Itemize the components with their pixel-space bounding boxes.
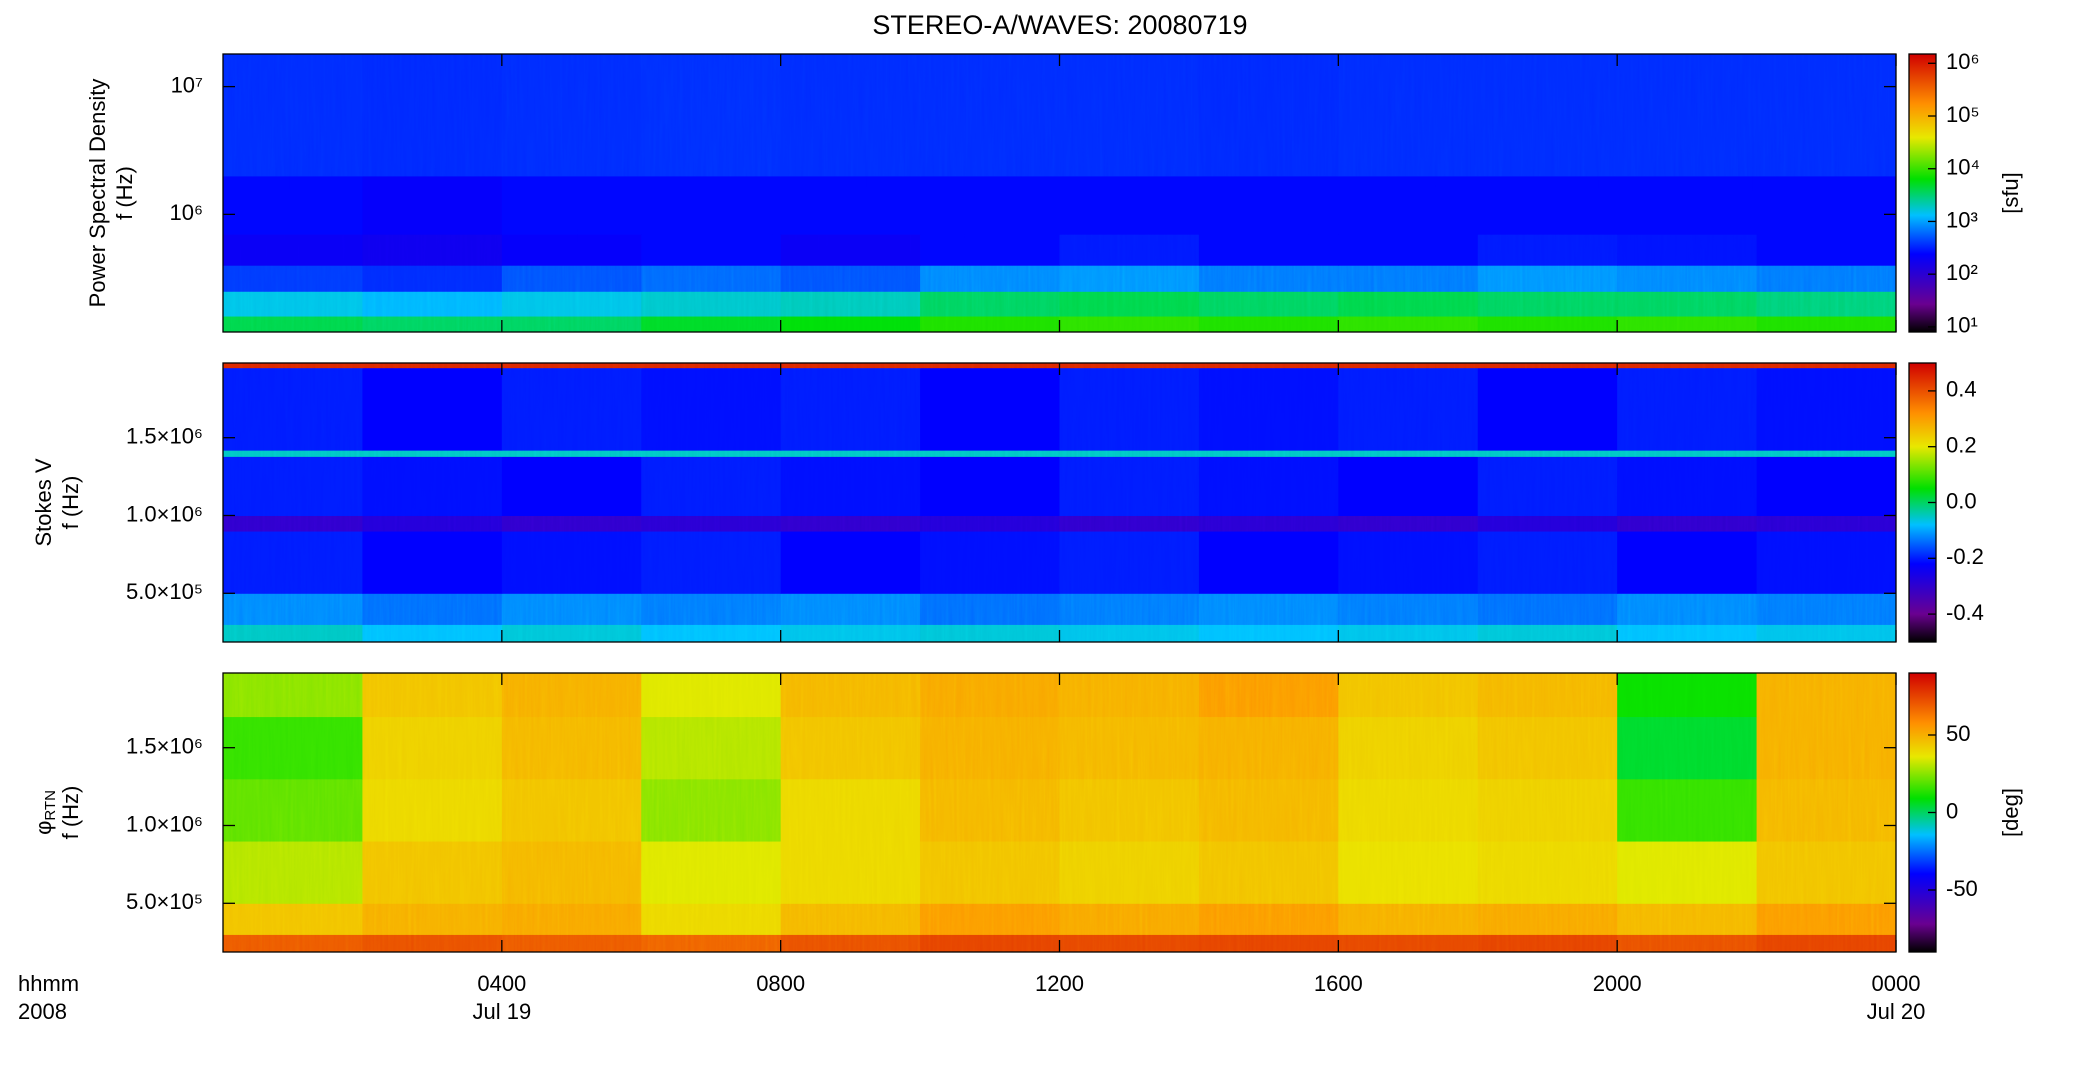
y-axis-label-sub: RTN — [42, 790, 59, 821]
colorbar-tick-label: 0 — [1946, 798, 1958, 823]
colorbar-tick-label: 50 — [1946, 721, 1970, 746]
y-tick-label: 1.5×10⁶ — [126, 734, 203, 759]
y-axis-label-unit: f (Hz) — [58, 476, 83, 530]
y-axis-label: Stokes V — [31, 458, 56, 546]
colorbar-tick-label: 0.4 — [1946, 377, 1977, 402]
y-axis-label-unit: f (Hz) — [112, 166, 137, 220]
colorbar-tick-label: -0.4 — [1946, 600, 1984, 625]
texture — [223, 673, 1896, 952]
x-tick-label: 1600 — [1314, 971, 1363, 996]
chart-title: STEREO-A/WAVES: 20080719 — [872, 10, 1247, 40]
y-tick-label: 5.0×10⁵ — [126, 579, 203, 604]
colorbar-tick-label: 10⁴ — [1946, 155, 1980, 180]
y-tick-label: 5.0×10⁵ — [126, 889, 203, 914]
x-tick-label: 1200 — [1035, 971, 1084, 996]
colorbar-tick-label: 10² — [1946, 260, 1978, 285]
x-date-label: Jul 19 — [472, 999, 531, 1024]
colorbar-tick-label: -0.2 — [1946, 544, 1984, 569]
y-axis-label-main: φ — [31, 821, 56, 835]
x-tick-label: 0000 — [1872, 971, 1921, 996]
y-axis-label-main: Power Spectral Density — [85, 79, 110, 308]
y-axis-label-main: Stokes V — [31, 458, 56, 546]
x-tick-label: 0800 — [756, 971, 805, 996]
colorbar-tick-label: 10⁶ — [1946, 49, 1980, 74]
colorbar-tick-label: 0.0 — [1946, 488, 1977, 513]
x-date-label: Jul 20 — [1867, 999, 1926, 1024]
colorbar-label: [sfu] — [1998, 172, 2023, 214]
colorbar-tick-label: 10⁵ — [1946, 102, 1980, 127]
texture — [223, 54, 1896, 332]
y-tick-label: 1.0×10⁶ — [126, 501, 203, 526]
colorbar-tick-label: -50 — [1946, 876, 1978, 901]
colorbar-tick-label: 0.2 — [1946, 433, 1977, 458]
colorbar-tick-label: 10¹ — [1946, 313, 1978, 338]
y-tick-label: 10⁶ — [169, 200, 203, 225]
y-tick-label: 1.0×10⁶ — [126, 811, 203, 836]
x-axis-label: hhmm — [18, 971, 79, 996]
colorbar-label: [deg] — [1998, 788, 2023, 837]
x-tick-label: 2000 — [1593, 971, 1642, 996]
y-axis-label-unit: f (Hz) — [58, 786, 83, 840]
y-axis-label: Power Spectral Density — [85, 79, 110, 308]
y-tick-label: 10⁷ — [171, 72, 203, 97]
x-tick-label: 0400 — [477, 971, 526, 996]
y-axis-label: φRTN — [31, 790, 59, 835]
colorbar — [1908, 53, 1937, 333]
colorbar-tick-label: 10³ — [1946, 207, 1978, 232]
x-axis-year: 2008 — [18, 999, 67, 1024]
y-tick-label: 1.5×10⁶ — [126, 424, 203, 449]
texture — [223, 363, 1896, 642]
